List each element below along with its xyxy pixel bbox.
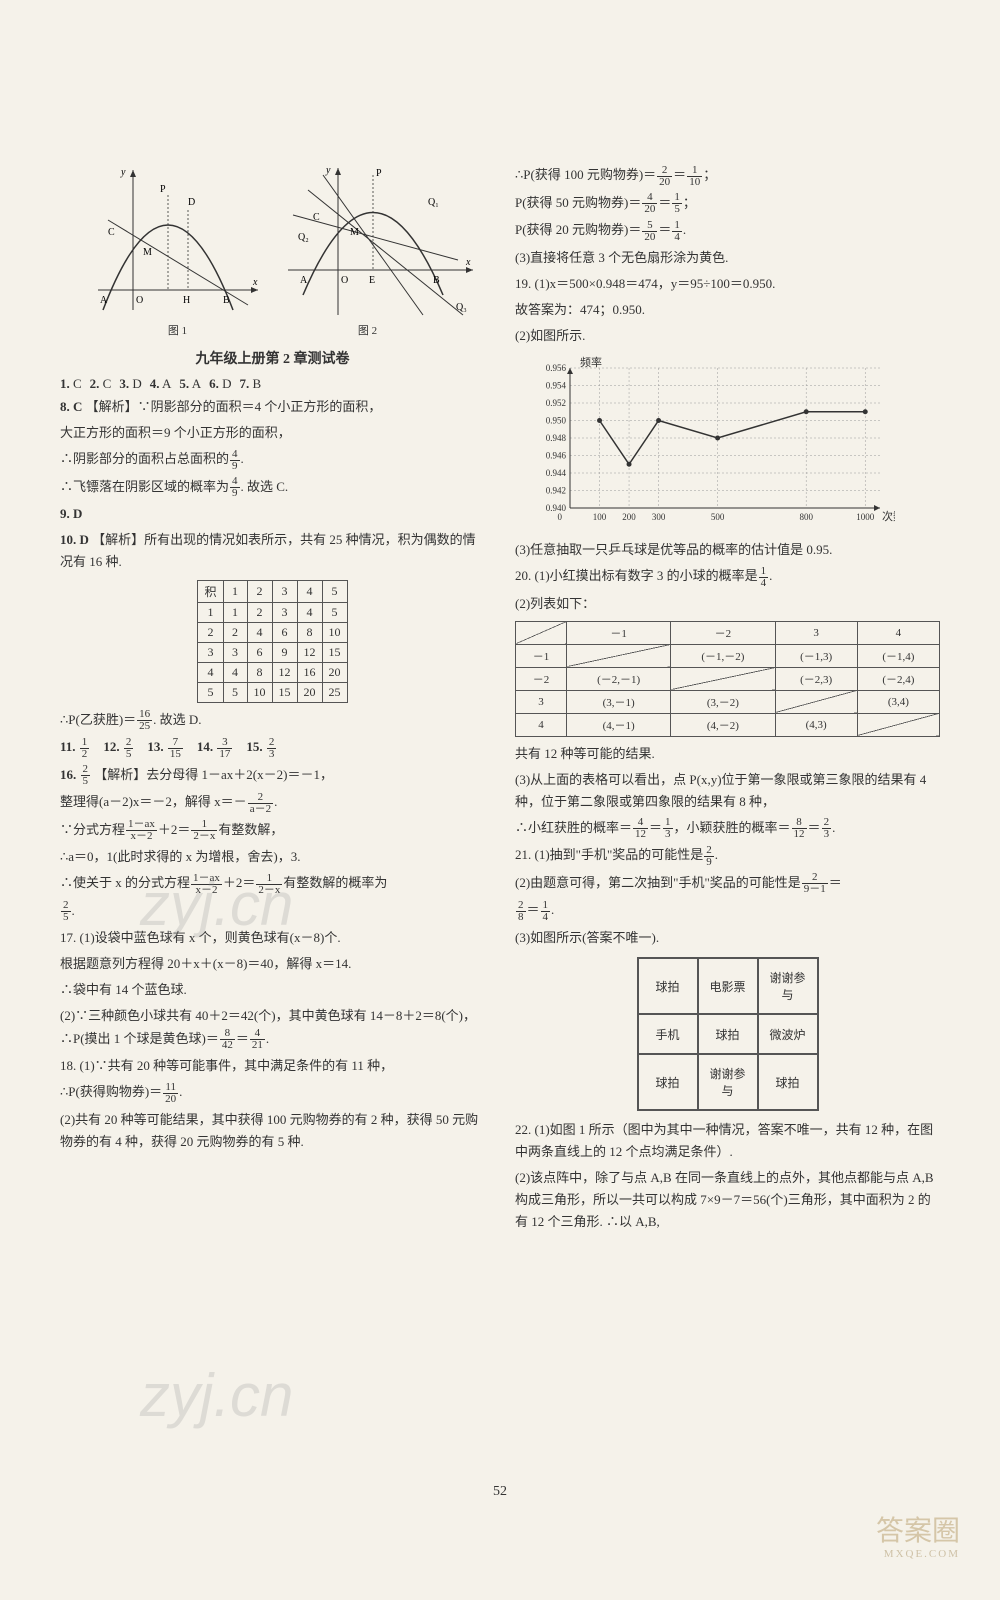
- q19-l1: 19. (1)x＝500×0.948＝474，y＝95÷100＝0.950.: [515, 273, 940, 295]
- q17-l1: 17. (1)设袋中蓝色球有 x 个，则黄色球有(x－8)个.: [60, 927, 485, 949]
- svg-text:Q₂: Q₂: [298, 232, 309, 243]
- q18-l2: ∴P(获得购物券)＝1120.: [60, 1081, 485, 1105]
- svg-text:0.948: 0.948: [546, 433, 567, 443]
- watermark-3: 答案圈 MXQE.COM: [876, 1517, 960, 1560]
- svg-text:C: C: [108, 227, 115, 238]
- page-number: 52: [493, 1484, 507, 1500]
- mc-answers: 1. C2. C3. D4. A5. A6. D7. B: [60, 376, 485, 392]
- q19-l3: (2)如图所示.: [515, 325, 940, 347]
- svg-text:0.944: 0.944: [546, 468, 567, 478]
- right-column: ∴P(获得 100 元购物券)＝220＝110； P(获得 50 元购物券)＝4…: [515, 160, 940, 1238]
- q10: 10. D 【解析】所有出现的情况如表所示，共有 25 种情况，积为偶数的情况有…: [60, 529, 485, 573]
- svg-text:O: O: [341, 275, 348, 286]
- q8: 8. C 【解析】∵阴影部分的面积＝4 个小正方形的面积，: [60, 396, 485, 418]
- q16-l5: ∴使关于 x 的分式方程1－axx－2＋2＝12－x有整数解的概率为: [60, 872, 485, 896]
- q18r-l2: P(获得 50 元购物券)＝420＝15；: [515, 192, 940, 216]
- svg-text:300: 300: [652, 512, 666, 522]
- q16-l2: 整理得(a－2)x＝－2，解得 x＝－2a－2.: [60, 791, 485, 815]
- svg-text:次数: 次数: [882, 509, 895, 523]
- q20-table: －1－234－1(－1,－2)(－1,3)(－1,4)－2(－2,－1)(－2,…: [515, 621, 940, 737]
- fill-answers: 11. 12 12. 25 13. 715 14. 317 15. 23: [60, 736, 485, 760]
- svg-text:y: y: [325, 165, 331, 176]
- q19-l2: 故答案为：474；0.950.: [515, 299, 940, 321]
- svg-text:A: A: [100, 295, 108, 306]
- q10-table: 积123451123452246810336912154481216205510…: [197, 580, 347, 703]
- svg-text:1000: 1000: [856, 512, 875, 522]
- svg-text:E: E: [369, 275, 375, 286]
- svg-text:200: 200: [622, 512, 636, 522]
- q9: 9. D: [60, 503, 485, 525]
- svg-text:y: y: [120, 167, 126, 178]
- svg-text:500: 500: [711, 512, 725, 522]
- svg-text:x: x: [252, 277, 258, 288]
- graphs-row: A O H B x y C M P D 图 1: [60, 160, 485, 338]
- watermark-2: zyj.cn: [140, 1361, 293, 1430]
- svg-text:0.940: 0.940: [546, 503, 567, 513]
- svg-text:0.956: 0.956: [546, 363, 567, 373]
- q21-l1: 21. (1)抽到"手机"奖品的可能性是29.: [515, 844, 940, 868]
- svg-text:M: M: [143, 247, 152, 258]
- q21-l2: (2)由题意可得，第二次抽到"手机"奖品的可能性是29－1＝: [515, 872, 940, 896]
- q16-l6: 25.: [60, 900, 485, 924]
- svg-text:Q₁: Q₁: [428, 197, 439, 208]
- frequency-chart: 0.940 0.942 0.944 0.946 0.948 0.950 0.952 0.954…: [515, 353, 895, 533]
- graph-1-label: 图 1: [88, 322, 268, 338]
- prize-table: 球拍电影票谢谢参与手机球拍微波炉球拍谢谢参与球拍: [637, 957, 819, 1111]
- q17-l4: (2)∵三种颜色小球共有 40＋2＝42(个)，其中黄色球有 14－8＋2＝8(…: [60, 1005, 485, 1051]
- svg-text:Q₃: Q₃: [456, 302, 467, 313]
- q16-l4: ∴a＝0，1(此时求得的 x 为增根，舍去)，3.: [60, 846, 485, 868]
- svg-text:C: C: [313, 212, 320, 223]
- q18-l1: 18. (1)∵共有 20 种等可能事件，其中满足条件的有 11 种，: [60, 1055, 485, 1077]
- svg-text:0.946: 0.946: [546, 450, 567, 460]
- svg-text:A: A: [300, 275, 308, 286]
- svg-text:B: B: [433, 275, 440, 286]
- q17-l2: 根据题意列方程得 20＋x＋(x－8)＝40，解得 x＝14.: [60, 953, 485, 975]
- graph-2-label: 图 2: [278, 322, 458, 338]
- svg-text:0.950: 0.950: [546, 415, 567, 425]
- q8-l2: 大正方形的面积＝9 个小正方形的面积，: [60, 422, 485, 444]
- svg-text:0.942: 0.942: [546, 485, 566, 495]
- q8-l4: ∴飞镖落在阴影区域的概率为49. 故选 C.: [60, 476, 485, 500]
- svg-text:频率: 频率: [580, 355, 602, 369]
- svg-text:P: P: [376, 168, 382, 179]
- q8-l3: ∴阴影部分的面积占总面积的49.: [60, 448, 485, 472]
- q18-l3: (2)共有 20 种等可能结果，其中获得 100 元购物券的有 2 种，获得 5…: [60, 1109, 485, 1153]
- q18r-l3: P(获得 20 元购物券)＝520＝14.: [515, 219, 940, 243]
- q18r-l4: (3)直接将任意 3 个无色扇形涂为黄色.: [515, 247, 940, 269]
- svg-text:0: 0: [558, 512, 563, 522]
- svg-text:0.954: 0.954: [546, 380, 567, 390]
- q18r-l1: ∴P(获得 100 元购物券)＝220＝110；: [515, 164, 940, 188]
- q21-l3: 28＝14.: [515, 899, 940, 923]
- graph-1: A O H B x y C M P D 图 1: [88, 160, 268, 338]
- svg-text:B: B: [223, 295, 230, 306]
- svg-text:0.952: 0.952: [546, 398, 566, 408]
- svg-text:D: D: [188, 197, 195, 208]
- graph-2: A O E B x y C M P Q₁ Q₂ Q₃ 图 2: [278, 160, 458, 338]
- section-title: 九年级上册第 2 章测试卷: [60, 348, 485, 368]
- q16-l3: ∵分式方程1－axx－2＋2＝12－x有整数解，: [60, 819, 485, 843]
- svg-text:x: x: [465, 257, 471, 268]
- svg-text:O: O: [136, 295, 143, 306]
- q21-l4: (3)如图所示(答案不唯一).: [515, 927, 940, 949]
- q20-l5: ∴小红获胜的概率＝412＝13，小颖获胜的概率＝812＝23.: [515, 817, 940, 841]
- q22-l1: 22. (1)如图 1 所示（图中为其中一种情况，答案不唯一，共有 12 种，在…: [515, 1119, 940, 1163]
- q20-l3: 共有 12 种等可能的结果.: [515, 743, 940, 765]
- q20-l1: 20. (1)小红摸出标有数字 3 的小球的概率是14.: [515, 565, 940, 589]
- left-column: A O H B x y C M P D 图 1: [60, 160, 485, 1238]
- q10-c: ∴P(乙获胜)＝1625. 故选 D.: [60, 709, 485, 733]
- q20-l2: (2)列表如下：: [515, 593, 940, 615]
- svg-text:800: 800: [799, 512, 813, 522]
- q20-l4: (3)从上面的表格可以看出，点 P(x,y)位于第一象限或第三象限的结果有 4 …: [515, 769, 940, 813]
- svg-text:P: P: [160, 184, 166, 195]
- q17-l3: ∴袋中有 14 个蓝色球.: [60, 979, 485, 1001]
- svg-text:H: H: [183, 295, 190, 306]
- q19-l4: (3)任意抽取一只乒乓球是优等品的概率的估计值是 0.95.: [515, 539, 940, 561]
- svg-text:100: 100: [593, 512, 607, 522]
- svg-text:M: M: [350, 227, 359, 238]
- q16: 16. 25 【解析】去分母得 1－ax＋2(x－2)＝－1，: [60, 764, 485, 788]
- q22-l2: (2)该点阵中，除了与点 A,B 在同一条直线上的点外，其他点都能与点 A,B …: [515, 1167, 940, 1233]
